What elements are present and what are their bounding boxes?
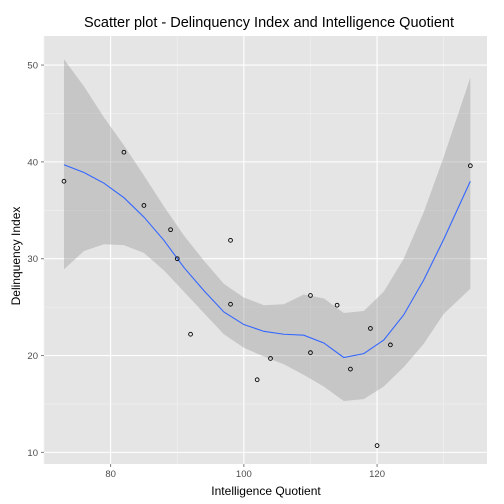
data-point [467,163,473,169]
plot-panel [44,36,487,464]
data-point [348,366,353,372]
data-points [61,149,473,448]
x-axis-ticks: 80 100 120 [105,464,385,480]
y-tick-label: 30 [27,254,38,265]
data-point [308,350,313,355]
data-point [228,237,233,243]
data-point [254,377,260,383]
x-tick-label: 120 [369,469,385,480]
data-point [141,203,147,208]
data-point [388,342,393,348]
data-point [121,149,127,155]
grid-lines [43,36,487,464]
y-tick-label: 10 [27,448,38,459]
confidence-band-area [63,59,471,402]
y-axis-ticks: 10 20 30 40 50 [27,61,44,459]
chart-title: Scatter plot - Delinquency Index and Int… [84,15,454,31]
data-point [228,301,233,307]
data-point [368,326,373,331]
y-tick-label: 40 [27,157,38,168]
x-tick-label: 100 [236,469,252,480]
data-point [61,178,67,184]
y-tick-label: 20 [27,351,38,362]
smooth-line-group [63,164,471,359]
data-point [308,293,313,298]
y-axis-label: Delinquency Index [9,207,23,306]
y-tick-label: 50 [27,61,38,72]
x-tick-label: 80 [105,469,116,480]
data-point [268,356,273,361]
smooth-line [63,164,471,359]
x-axis-label: Intelligence Quotient [211,484,321,498]
data-point [174,256,180,262]
confidence-band [63,59,471,402]
data-point [334,302,340,308]
data-point [374,443,380,448]
data-point [188,331,193,337]
data-point [168,227,173,233]
